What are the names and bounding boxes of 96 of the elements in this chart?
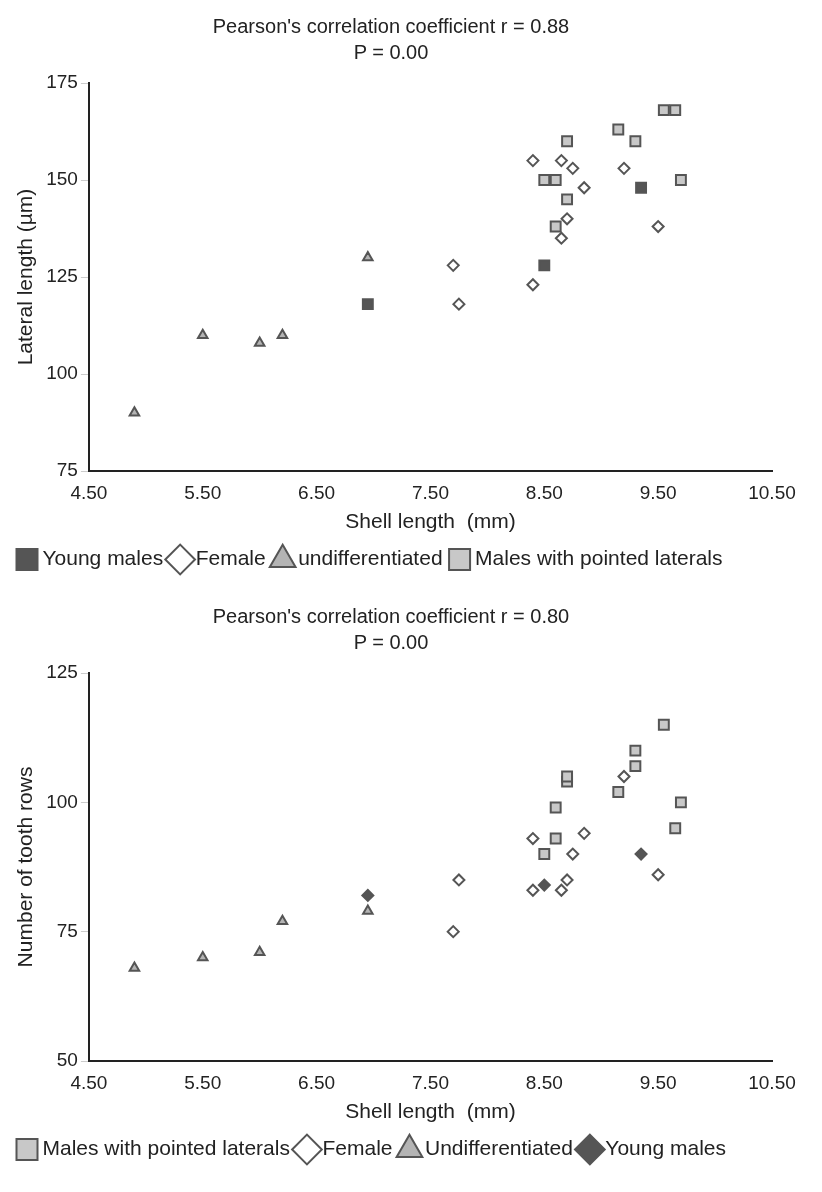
point xyxy=(446,925,460,939)
point xyxy=(617,161,631,175)
x-tick-label: 4.50 xyxy=(70,1071,108,1093)
point xyxy=(657,104,670,117)
point xyxy=(560,212,574,226)
y-tick-label: 125 xyxy=(46,265,78,287)
x-tick-label: 9.50 xyxy=(639,1071,677,1093)
point xyxy=(538,848,551,861)
y-tick-label: 175 xyxy=(46,71,78,93)
legend-label: undifferentiated xyxy=(298,546,443,570)
x-tick-label: 6.50 xyxy=(298,481,336,503)
y-tick-label: 75 xyxy=(56,919,78,941)
point xyxy=(561,135,574,148)
point xyxy=(634,847,648,861)
x-tick-label: 4.50 xyxy=(70,481,108,503)
point xyxy=(549,174,562,186)
point xyxy=(549,801,562,814)
x-axis-title: Shell length (mm) xyxy=(345,1099,516,1123)
legend-label: Males with pointed laterals xyxy=(42,1136,290,1160)
point xyxy=(561,770,574,783)
y-axis-title: Lateral length (µm) xyxy=(13,188,37,366)
point xyxy=(577,826,591,840)
point xyxy=(361,888,375,902)
point xyxy=(566,161,580,175)
chart-subtitle: P = 0.00 xyxy=(353,40,429,63)
point xyxy=(128,406,141,417)
point xyxy=(549,220,562,233)
x-tick-label: 5.50 xyxy=(184,1071,222,1093)
y-tick-label: 125 xyxy=(46,661,78,683)
point xyxy=(612,786,625,798)
point xyxy=(361,298,374,311)
point xyxy=(560,873,574,887)
legend-label: Young males xyxy=(42,546,164,570)
x-tick-label: 8.50 xyxy=(525,481,563,503)
point xyxy=(554,883,568,897)
point xyxy=(362,904,374,915)
y-tick-label: 75 xyxy=(56,459,78,481)
point xyxy=(629,760,642,773)
point xyxy=(577,181,591,195)
point xyxy=(452,873,466,887)
x-tick-label: 10.50 xyxy=(748,1071,796,1093)
legend-label: Young males xyxy=(605,1136,727,1160)
point xyxy=(635,181,648,194)
point xyxy=(669,104,682,117)
x-tick-label: 7.50 xyxy=(411,1071,449,1093)
point xyxy=(526,883,540,897)
legend-label: Males with pointed laterals xyxy=(475,546,723,570)
point xyxy=(674,174,687,186)
point xyxy=(651,868,665,882)
y-tick-label: 50 xyxy=(56,1049,78,1071)
point xyxy=(674,796,687,809)
point xyxy=(526,154,540,168)
point xyxy=(128,961,141,972)
legend-label: Female xyxy=(322,1136,393,1160)
point xyxy=(554,231,568,245)
point xyxy=(617,769,631,783)
chart-subtitle: P = 0.00 xyxy=(353,630,429,653)
point xyxy=(669,822,682,835)
point xyxy=(629,135,642,148)
x-tick-label: 6.50 xyxy=(298,1071,336,1093)
point xyxy=(537,878,551,892)
point xyxy=(196,328,209,339)
x-tick-label: 10.50 xyxy=(748,481,796,503)
point xyxy=(554,154,568,168)
legend-label: Undifferentiated xyxy=(424,1136,573,1160)
point xyxy=(651,220,665,234)
point xyxy=(276,914,289,926)
chart-title: Pearson's correlation coefficient r = 0.80 xyxy=(212,604,570,627)
y-axis-title: Number of tooth rows xyxy=(13,766,37,968)
point xyxy=(276,328,289,339)
x-tick-label: 8.50 xyxy=(525,1071,563,1093)
point xyxy=(629,744,642,757)
point xyxy=(362,251,374,262)
point xyxy=(253,945,266,957)
point xyxy=(657,718,670,731)
point xyxy=(253,336,266,347)
point xyxy=(612,123,625,136)
point xyxy=(526,278,540,292)
y-tick-label: 100 xyxy=(46,790,78,812)
point xyxy=(538,259,551,272)
x-axis-title: Shell length (mm) xyxy=(345,509,516,533)
chart-title: Pearson's correlation coefficient r = 0.88 xyxy=(212,14,570,37)
x-tick-label: 5.50 xyxy=(184,481,222,503)
point xyxy=(549,832,562,845)
point xyxy=(196,951,209,962)
legend-label: Female xyxy=(195,546,266,570)
x-tick-label: 7.50 xyxy=(411,481,449,503)
x-tick-label: 9.50 xyxy=(639,481,677,503)
point xyxy=(452,297,466,311)
point xyxy=(446,258,460,272)
point xyxy=(538,174,551,186)
point xyxy=(561,193,574,206)
point xyxy=(566,847,580,861)
y-tick-label: 100 xyxy=(46,362,78,384)
point xyxy=(526,832,540,846)
y-tick-label: 150 xyxy=(46,168,78,190)
